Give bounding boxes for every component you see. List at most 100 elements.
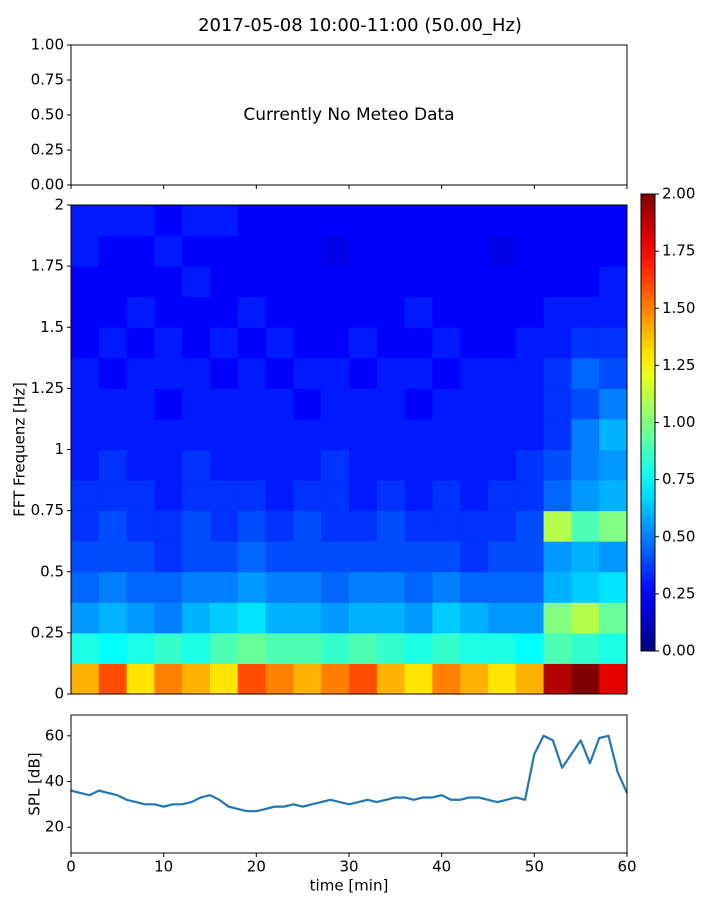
heatmap-cell [404,663,433,695]
heatmap-cell [571,266,600,298]
heatmap-cell [543,266,572,298]
heatmap-cell [182,327,211,359]
heatmap-cell [515,296,545,328]
heatmap-cell [515,663,545,695]
heatmap-cell [98,418,128,450]
heatmap-cell [237,541,267,573]
heatmap-cell [293,235,322,267]
heatmap-cell [571,510,600,542]
heatmap-cell [599,235,628,267]
x-tick-label: 40 [432,858,451,876]
x-tick-label: 0 [66,858,76,876]
heatmap-cell [404,296,433,328]
heatmap-cell [404,541,433,573]
heatmap-cell [432,266,461,298]
heatmap-cell [599,449,628,481]
heatmap-cell [182,296,211,328]
heatmap-cell [599,510,628,542]
heatmap-cell [293,357,322,389]
heatmap-cell [98,449,128,481]
heatmap-cell [515,388,545,420]
heatmap-cell [404,235,433,267]
spl-line [70,734,629,813]
heatmap-cell [376,327,406,359]
heatmap-cell [543,632,572,664]
heatmap-cell [210,663,239,695]
heatmap-cell [376,541,406,573]
heatmap-cell [154,571,183,603]
heatmap-cell [432,388,461,420]
heatmap-cell [460,357,489,389]
heatmap-cell [154,480,183,512]
heatmap-cell [376,296,406,328]
heatmap-cell [71,388,100,420]
heatmap-cell [98,541,128,573]
heatmap-cell [543,571,572,603]
heatmap-cell [154,418,183,450]
heatmap-cell [98,235,128,267]
heatmap-cell [210,205,239,237]
heatmap-cell [293,663,322,695]
heatmap-cell [265,510,294,542]
heatmap-cell [265,205,294,237]
heatmap-cell [154,266,183,298]
heatmap-cell [71,357,100,389]
heatmap-cell [404,205,433,237]
heatmap-cell [265,296,294,328]
heatmap-cell [460,632,489,664]
heatmap-cell [599,602,628,634]
heatmap-cell [321,510,350,542]
heatmap-cell [210,632,239,664]
heatmap-cell [460,296,489,328]
heatmap-cell [432,327,461,359]
heatmap-cell [98,357,128,389]
heatmap-cell [293,480,322,512]
heatmap-cell [488,632,517,664]
heatmap-cell [404,266,433,298]
heatmap-cell [460,510,489,542]
heatmap-cell [515,418,545,450]
y-tick-label: 1.5 [40,318,64,336]
heatmap-cell [488,388,517,420]
heatmap-cell [432,449,461,481]
heatmap-cell [265,480,294,512]
heatmap-cell [71,266,100,298]
heatmap-cell [515,541,545,573]
x-tick-label: 30 [339,858,358,876]
heatmap-cell [599,663,628,695]
y-tick-label: 0.00 [31,176,64,194]
heatmap-cell [543,357,572,389]
heatmap-cell [237,266,267,298]
heatmap-cell [265,663,294,695]
heatmap-cell [488,327,517,359]
heatmap-cell [349,510,378,542]
heatmap-cell [210,571,239,603]
heatmap-cell [293,266,322,298]
heatmap-cell [432,480,461,512]
heatmap-cell [488,266,517,298]
heatmap-cell [543,388,572,420]
heatmap-cell [293,449,322,481]
y-tick-label: 0.50 [31,106,64,124]
heatmap-cell [515,449,545,481]
heatmap-cell [321,235,350,267]
heatmap-cell [515,235,545,267]
heatmap-cell [154,663,183,695]
heatmap-cell [210,266,239,298]
heatmap-cell [515,571,545,603]
heatmap-cell [265,327,294,359]
heatmap-cell [460,663,489,695]
heatmap-cell [154,388,183,420]
heatmap-cell [210,357,239,389]
heatmap-cell [71,602,100,634]
heatmap-cell [293,510,322,542]
heatmap-cell [126,418,155,450]
heatmap-cell [210,480,239,512]
heatmap-cell [543,663,572,695]
colorbar [640,193,656,652]
heatmap-cell [543,602,572,634]
heatmap-cell [182,418,211,450]
colorbar-tick-label: 1.75 [662,242,695,260]
heatmap-cell [376,205,406,237]
heatmap-cell [98,571,128,603]
